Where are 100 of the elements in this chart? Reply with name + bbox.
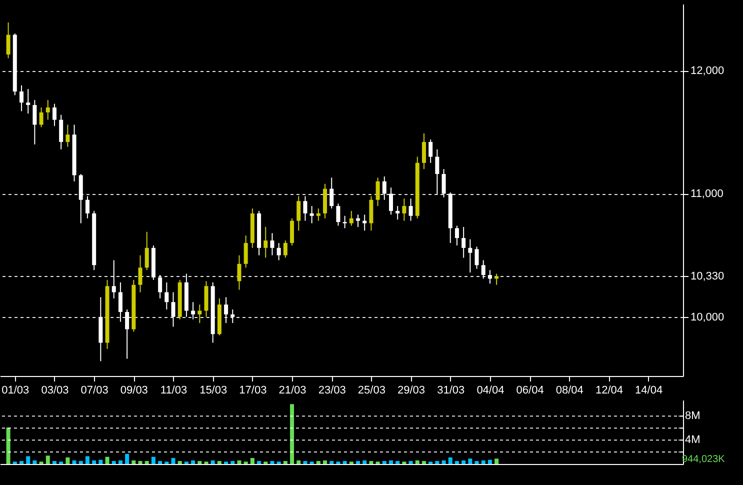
bar (237, 460, 242, 464)
bar (198, 461, 202, 464)
x-tick-label: 23/03 (318, 384, 346, 396)
bar (158, 461, 162, 464)
candlestick (46, 100, 50, 120)
bar (481, 460, 486, 464)
bar (46, 456, 50, 464)
bar (388, 460, 393, 464)
bar (217, 461, 222, 464)
bar (283, 461, 288, 464)
bar (323, 460, 328, 464)
bar (330, 461, 334, 464)
bar (125, 454, 130, 464)
candlestick (362, 214, 367, 232)
candlestick (376, 177, 380, 207)
candlestick (336, 203, 340, 226)
candlestick (296, 196, 301, 232)
bar (118, 460, 122, 464)
bar (270, 461, 274, 464)
candlestick (454, 225, 459, 246)
bar (422, 461, 426, 464)
x-tick-label: 01/03 (2, 384, 30, 396)
bar (210, 460, 215, 464)
candlestick (369, 196, 374, 232)
x-tick-label: 04/04 (476, 384, 504, 396)
bar (382, 461, 386, 464)
x-tick-label: 29/03 (398, 384, 426, 396)
bar (6, 428, 10, 464)
bar (230, 461, 235, 464)
bar (415, 460, 420, 464)
candlestick (356, 214, 360, 228)
bar (369, 461, 374, 464)
candlestick (428, 138, 433, 164)
x-tick-label: 17/03 (239, 384, 267, 396)
candlestick (270, 232, 274, 256)
candlestick (144, 231, 149, 271)
candlestick (66, 124, 70, 148)
candlestick (283, 240, 288, 258)
candlestick (474, 246, 479, 270)
candlestick (422, 132, 426, 170)
bar (362, 460, 367, 464)
bar (250, 458, 254, 464)
bar (290, 404, 294, 464)
y-tick-label: 4M (685, 434, 700, 446)
bar (435, 461, 440, 464)
x-tick-label: 14/04 (635, 384, 663, 396)
y-tick-label: 10,000 (690, 311, 724, 324)
bar (396, 461, 400, 464)
candlestick (237, 254, 242, 290)
candlestick (468, 238, 472, 274)
bar (442, 460, 446, 464)
candlestick (59, 114, 64, 150)
bar (72, 460, 76, 464)
bar (98, 460, 103, 464)
bar (448, 457, 452, 464)
bar (138, 461, 142, 464)
bar (296, 460, 301, 464)
candlestick (52, 103, 56, 126)
candlestick (349, 210, 354, 226)
bar (52, 461, 56, 464)
candlestick (276, 242, 281, 261)
bar (132, 460, 136, 464)
candlestick (39, 106, 44, 128)
candlestick (396, 206, 400, 220)
bar (92, 460, 96, 464)
bar (85, 456, 90, 464)
bar (356, 461, 360, 464)
bar (316, 461, 320, 464)
candlestick (488, 270, 492, 284)
candlestick (32, 100, 37, 145)
bar (454, 461, 459, 464)
bar (78, 461, 83, 464)
x-tick-label: 15/03 (200, 384, 228, 396)
candlestick (310, 206, 314, 224)
candlestick (290, 218, 294, 246)
bar (191, 460, 196, 464)
bar (408, 461, 413, 464)
candlestick (462, 226, 466, 258)
bar (494, 458, 499, 464)
candlestick (6, 22, 10, 59)
bar (462, 460, 466, 464)
x-tick-label: 09/03 (120, 384, 148, 396)
y-tick-label: 8M (685, 410, 700, 422)
candlestick (316, 208, 320, 222)
bar (303, 461, 308, 464)
bar (257, 461, 262, 464)
candlestick (19, 84, 24, 112)
y-tick-label: 12,000 (690, 65, 724, 78)
candlestick (408, 198, 413, 222)
bar (32, 460, 37, 464)
candlestick (342, 215, 347, 229)
bar (171, 458, 176, 464)
bar (151, 456, 156, 464)
x-tick-label: 06/04 (516, 384, 544, 396)
x-tick-label: 31/03 (437, 384, 465, 396)
x-tick-label: 11/03 (160, 384, 188, 396)
bar (105, 456, 110, 464)
bar (488, 460, 492, 464)
candlestick (138, 254, 142, 293)
bar (144, 461, 149, 464)
